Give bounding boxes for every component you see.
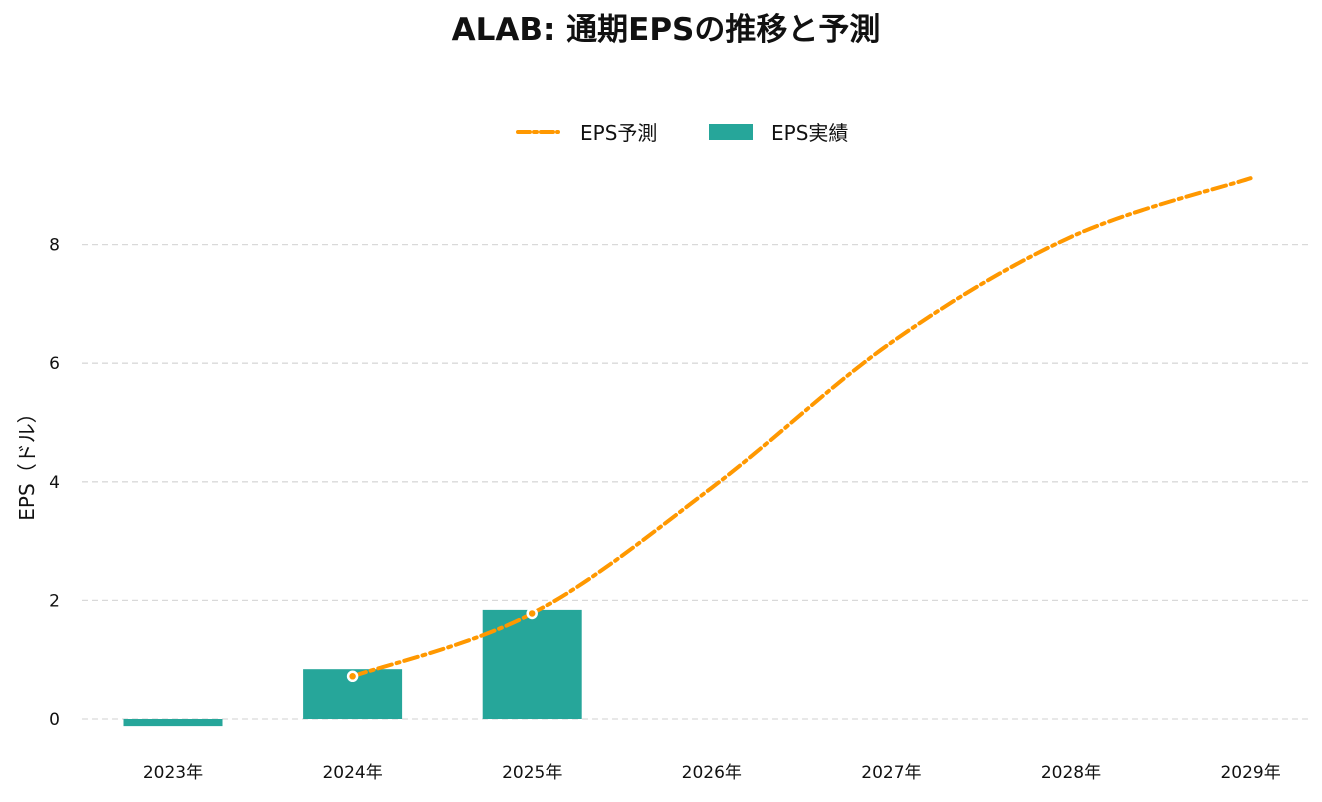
y-tick-label: 8 — [49, 236, 60, 256]
y-tick-label: 4 — [49, 473, 60, 493]
eps-actual-bar — [482, 609, 582, 719]
x-tick-label: 2024年 — [322, 763, 382, 783]
eps-forecast-marker — [526, 607, 538, 620]
x-tick-label: 2025年 — [502, 763, 562, 783]
y-tick-label: 6 — [49, 354, 60, 374]
line-layer — [346, 176, 1253, 683]
legend: EPS予測 EPS実績 — [516, 121, 848, 145]
x-tick-label: 2026年 — [682, 763, 742, 783]
legend-actual-swatch — [709, 124, 753, 140]
y-axis-ticks: 0 2 4 6 8 — [49, 236, 60, 730]
x-tick-label: 2029年 — [1220, 763, 1280, 783]
bars-layer — [123, 609, 582, 727]
y-tick-label: 2 — [49, 591, 60, 611]
x-tick-label: 2028年 — [1041, 763, 1101, 783]
eps-actual-bar — [123, 719, 223, 727]
x-axis-ticks: 2023年 2024年 2025年 2026年 2027年 2028年 2029年 — [143, 763, 1281, 783]
x-tick-label: 2023年 — [143, 763, 203, 783]
eps-forecast-marker — [346, 670, 359, 683]
x-tick-label: 2027年 — [861, 763, 921, 783]
grid-lines — [82, 243, 1308, 720]
chart-title: ALAB: 通期EPSの推移と予測 — [452, 12, 881, 48]
y-tick-label: 0 — [49, 710, 60, 730]
eps-forecast-line — [350, 176, 1253, 679]
legend-actual-label: EPS実績 — [771, 121, 848, 145]
legend-forecast-label: EPS予測 — [580, 121, 657, 145]
y-axis-label: EPS（ドル） — [15, 403, 39, 520]
